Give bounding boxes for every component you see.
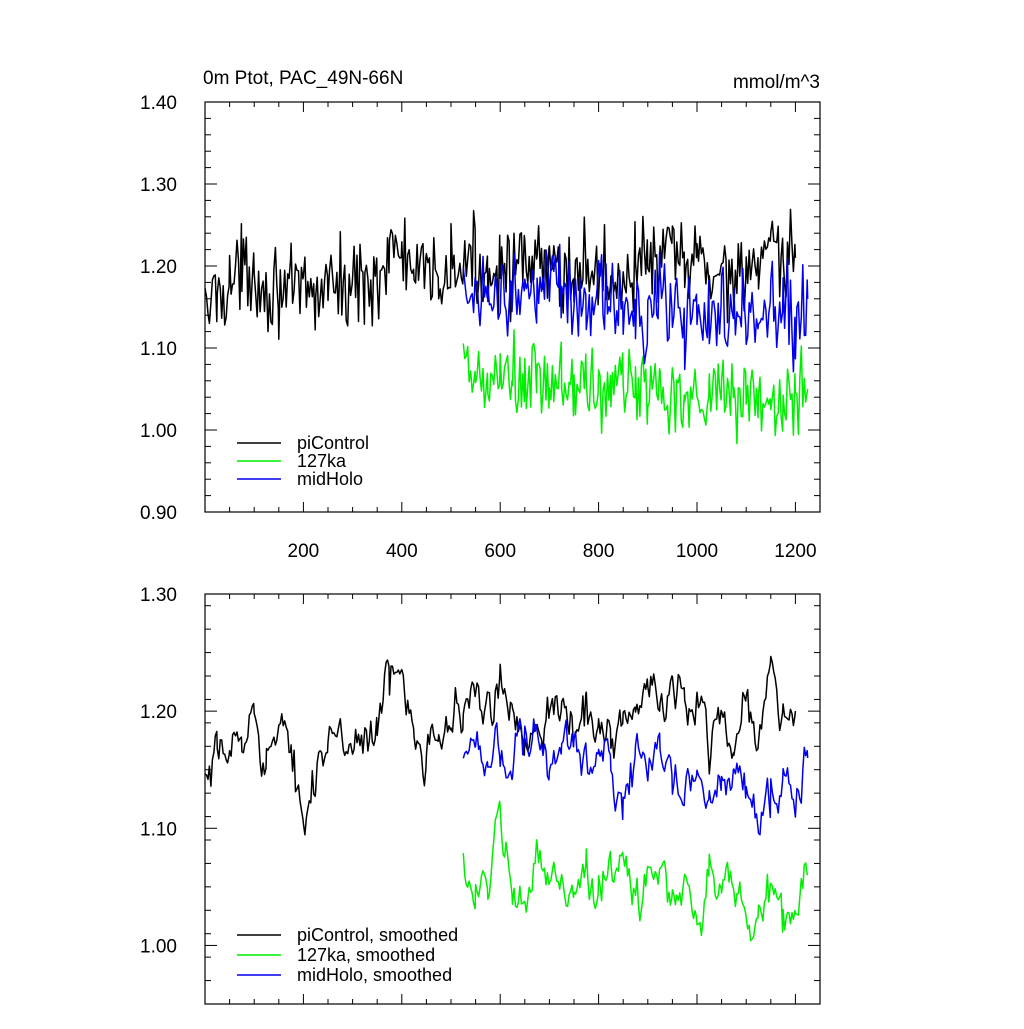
y-tick-label: 0.90 [140,503,177,524]
legend-label: piControl, smoothed [297,925,458,945]
bottom-panel-frame [204,593,821,1005]
y-tick-label: 1.20 [140,702,177,723]
series-line-127ka [462,329,809,445]
series-line-midholo [462,243,809,373]
x-tick-label: 200 [288,541,320,562]
y-tick-label: 1.40 [140,93,177,114]
x-tick-label: 400 [386,541,418,562]
y-tick-label: 1.00 [140,936,177,957]
top-panel-frame [204,101,821,513]
y-tick-label: 1.30 [140,585,177,606]
y-tick-label: 1.00 [140,421,177,442]
y-tick-label: 1.10 [140,819,177,840]
legend-label: piControl [297,433,369,453]
series-line-127ka [462,800,809,942]
series-line-midholo [462,717,809,836]
legend-label: midHolo, smoothed [297,965,452,985]
top-panel: 0m Ptot, PAC_49N-66N mmol/m^3 200 400 600 8… [140,68,821,562]
x-tick-label: 1000 [676,541,718,562]
chart-units: mmol/m^3 [733,72,820,93]
x-tick-label: 800 [583,541,615,562]
x-tick-label: 600 [484,541,516,562]
top-panel-axes: 200 400 600 800 1000 1200 0.90 1.00 1.10 1.20 1.30… [140,93,820,562]
legend-label: 127ka, smoothed [297,945,435,965]
x-tick-label: 1200 [774,541,816,562]
series-line-picontrol [204,208,797,340]
chart-title: 0m Ptot, PAC_49N-66N [203,68,403,89]
bottom-panel-series [204,655,809,942]
legend-label: 127ka [297,451,347,471]
bottom-panel: 1.00 1.10 1.20 1.30 piControl, smoothed127k… [140,585,821,1005]
top-panel-series [204,208,809,445]
y-tick-label: 1.20 [140,257,177,278]
series-line-picontrol [204,655,797,836]
legend-label: midHolo [297,469,363,489]
y-tick-label: 1.30 [140,175,177,196]
bottom-panel-axes: 1.00 1.10 1.20 1.30 [140,585,820,1005]
y-tick-label: 1.10 [140,339,177,360]
